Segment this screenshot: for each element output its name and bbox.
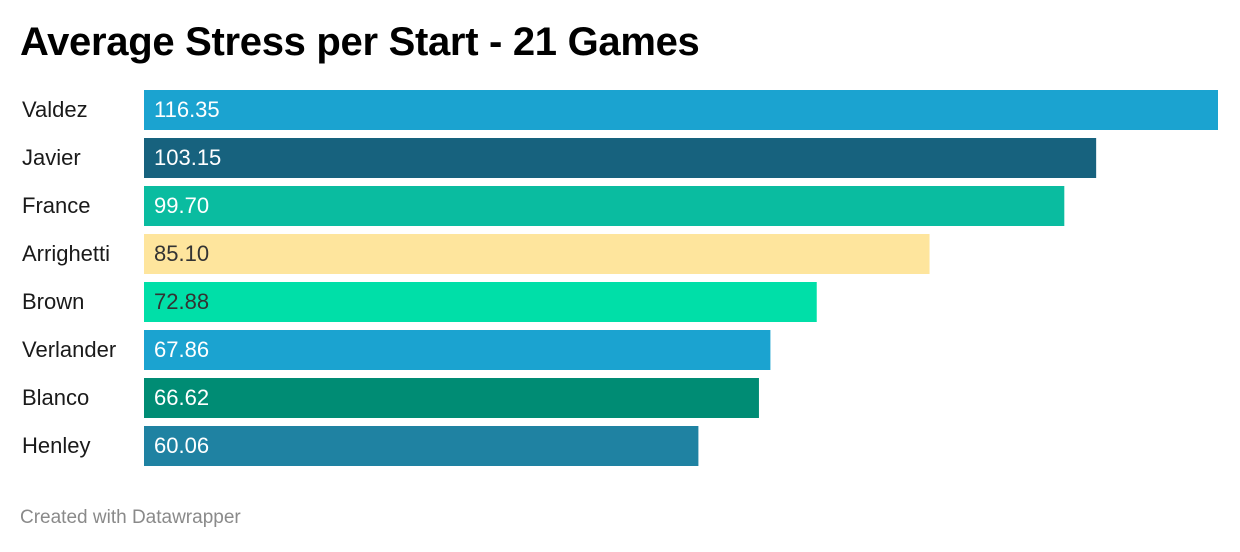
- chart-title: Average Stress per Start - 21 Games: [20, 20, 700, 64]
- category-label: Henley: [22, 433, 90, 458]
- bar: [144, 330, 771, 370]
- value-label: 60.06: [154, 433, 209, 458]
- bar: [144, 234, 930, 274]
- category-label: Valdez: [22, 97, 88, 122]
- bar: [144, 426, 699, 466]
- bar: [144, 378, 759, 418]
- bar: [144, 90, 1218, 130]
- category-label: Blanco: [22, 385, 89, 410]
- bar: [144, 138, 1097, 178]
- category-label: Arrighetti: [22, 241, 110, 266]
- value-label: 67.86: [154, 337, 209, 362]
- value-label: 66.62: [154, 385, 209, 410]
- category-label: Verlander: [22, 337, 116, 362]
- category-label: France: [22, 193, 90, 218]
- value-label: 103.15: [154, 145, 221, 170]
- category-label: Javier: [22, 145, 81, 170]
- value-label: 85.10: [154, 241, 209, 266]
- value-label: 99.70: [154, 193, 209, 218]
- value-label: 72.88: [154, 289, 209, 314]
- bar: [144, 282, 817, 322]
- category-label: Brown: [22, 289, 84, 314]
- bar: [144, 186, 1065, 226]
- value-label: 116.35: [154, 97, 220, 122]
- footer-credit: Created with Datawrapper: [20, 507, 241, 528]
